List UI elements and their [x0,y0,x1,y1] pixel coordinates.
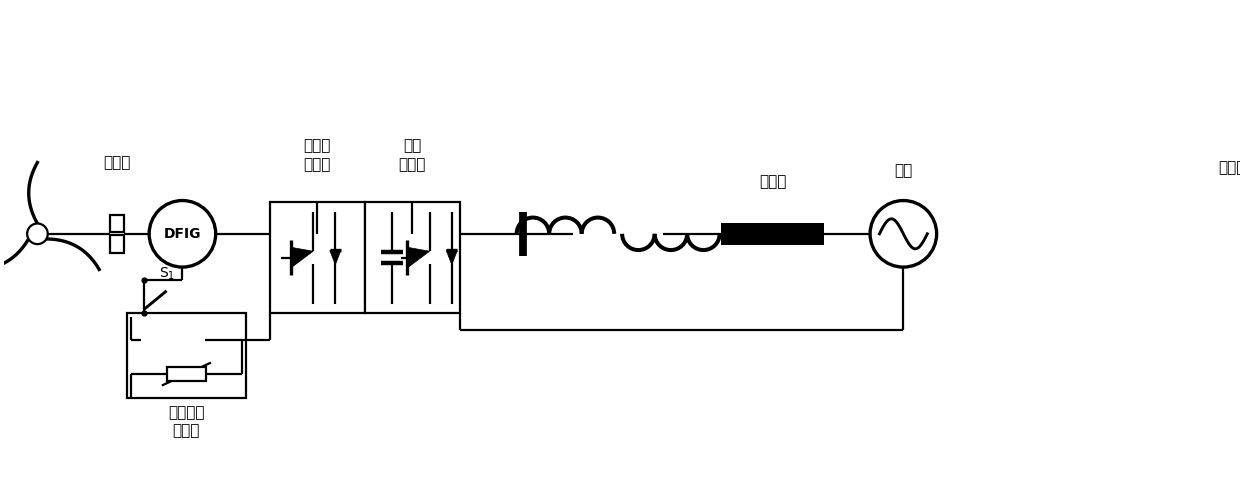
Text: 电网: 电网 [894,163,913,178]
Text: 超导故障
限流器: 超导故障 限流器 [169,405,205,438]
Bar [269,202,365,313]
Bar [109,235,124,253]
Text: 网侧
逆变器: 网侧 逆变器 [398,139,425,172]
Polygon shape [408,247,429,268]
Text: DFIG: DFIG [164,227,201,241]
Bar [166,367,206,381]
Text: 变压器: 变压器 [1219,160,1240,175]
Polygon shape [330,250,341,264]
Text: 转子侧
逆变器: 转子侧 逆变器 [304,139,331,172]
Bar [109,215,124,232]
Polygon shape [446,250,458,264]
Circle shape [149,201,216,267]
Bar [365,202,460,313]
Text: S$_1$: S$_1$ [159,265,175,282]
Text: 输电线: 输电线 [759,174,786,189]
Bar [722,223,825,245]
Text: 齿轮箱: 齿轮箱 [103,155,130,170]
Circle shape [27,224,47,244]
Polygon shape [291,247,314,268]
Bar [126,313,246,398]
Circle shape [870,201,936,267]
